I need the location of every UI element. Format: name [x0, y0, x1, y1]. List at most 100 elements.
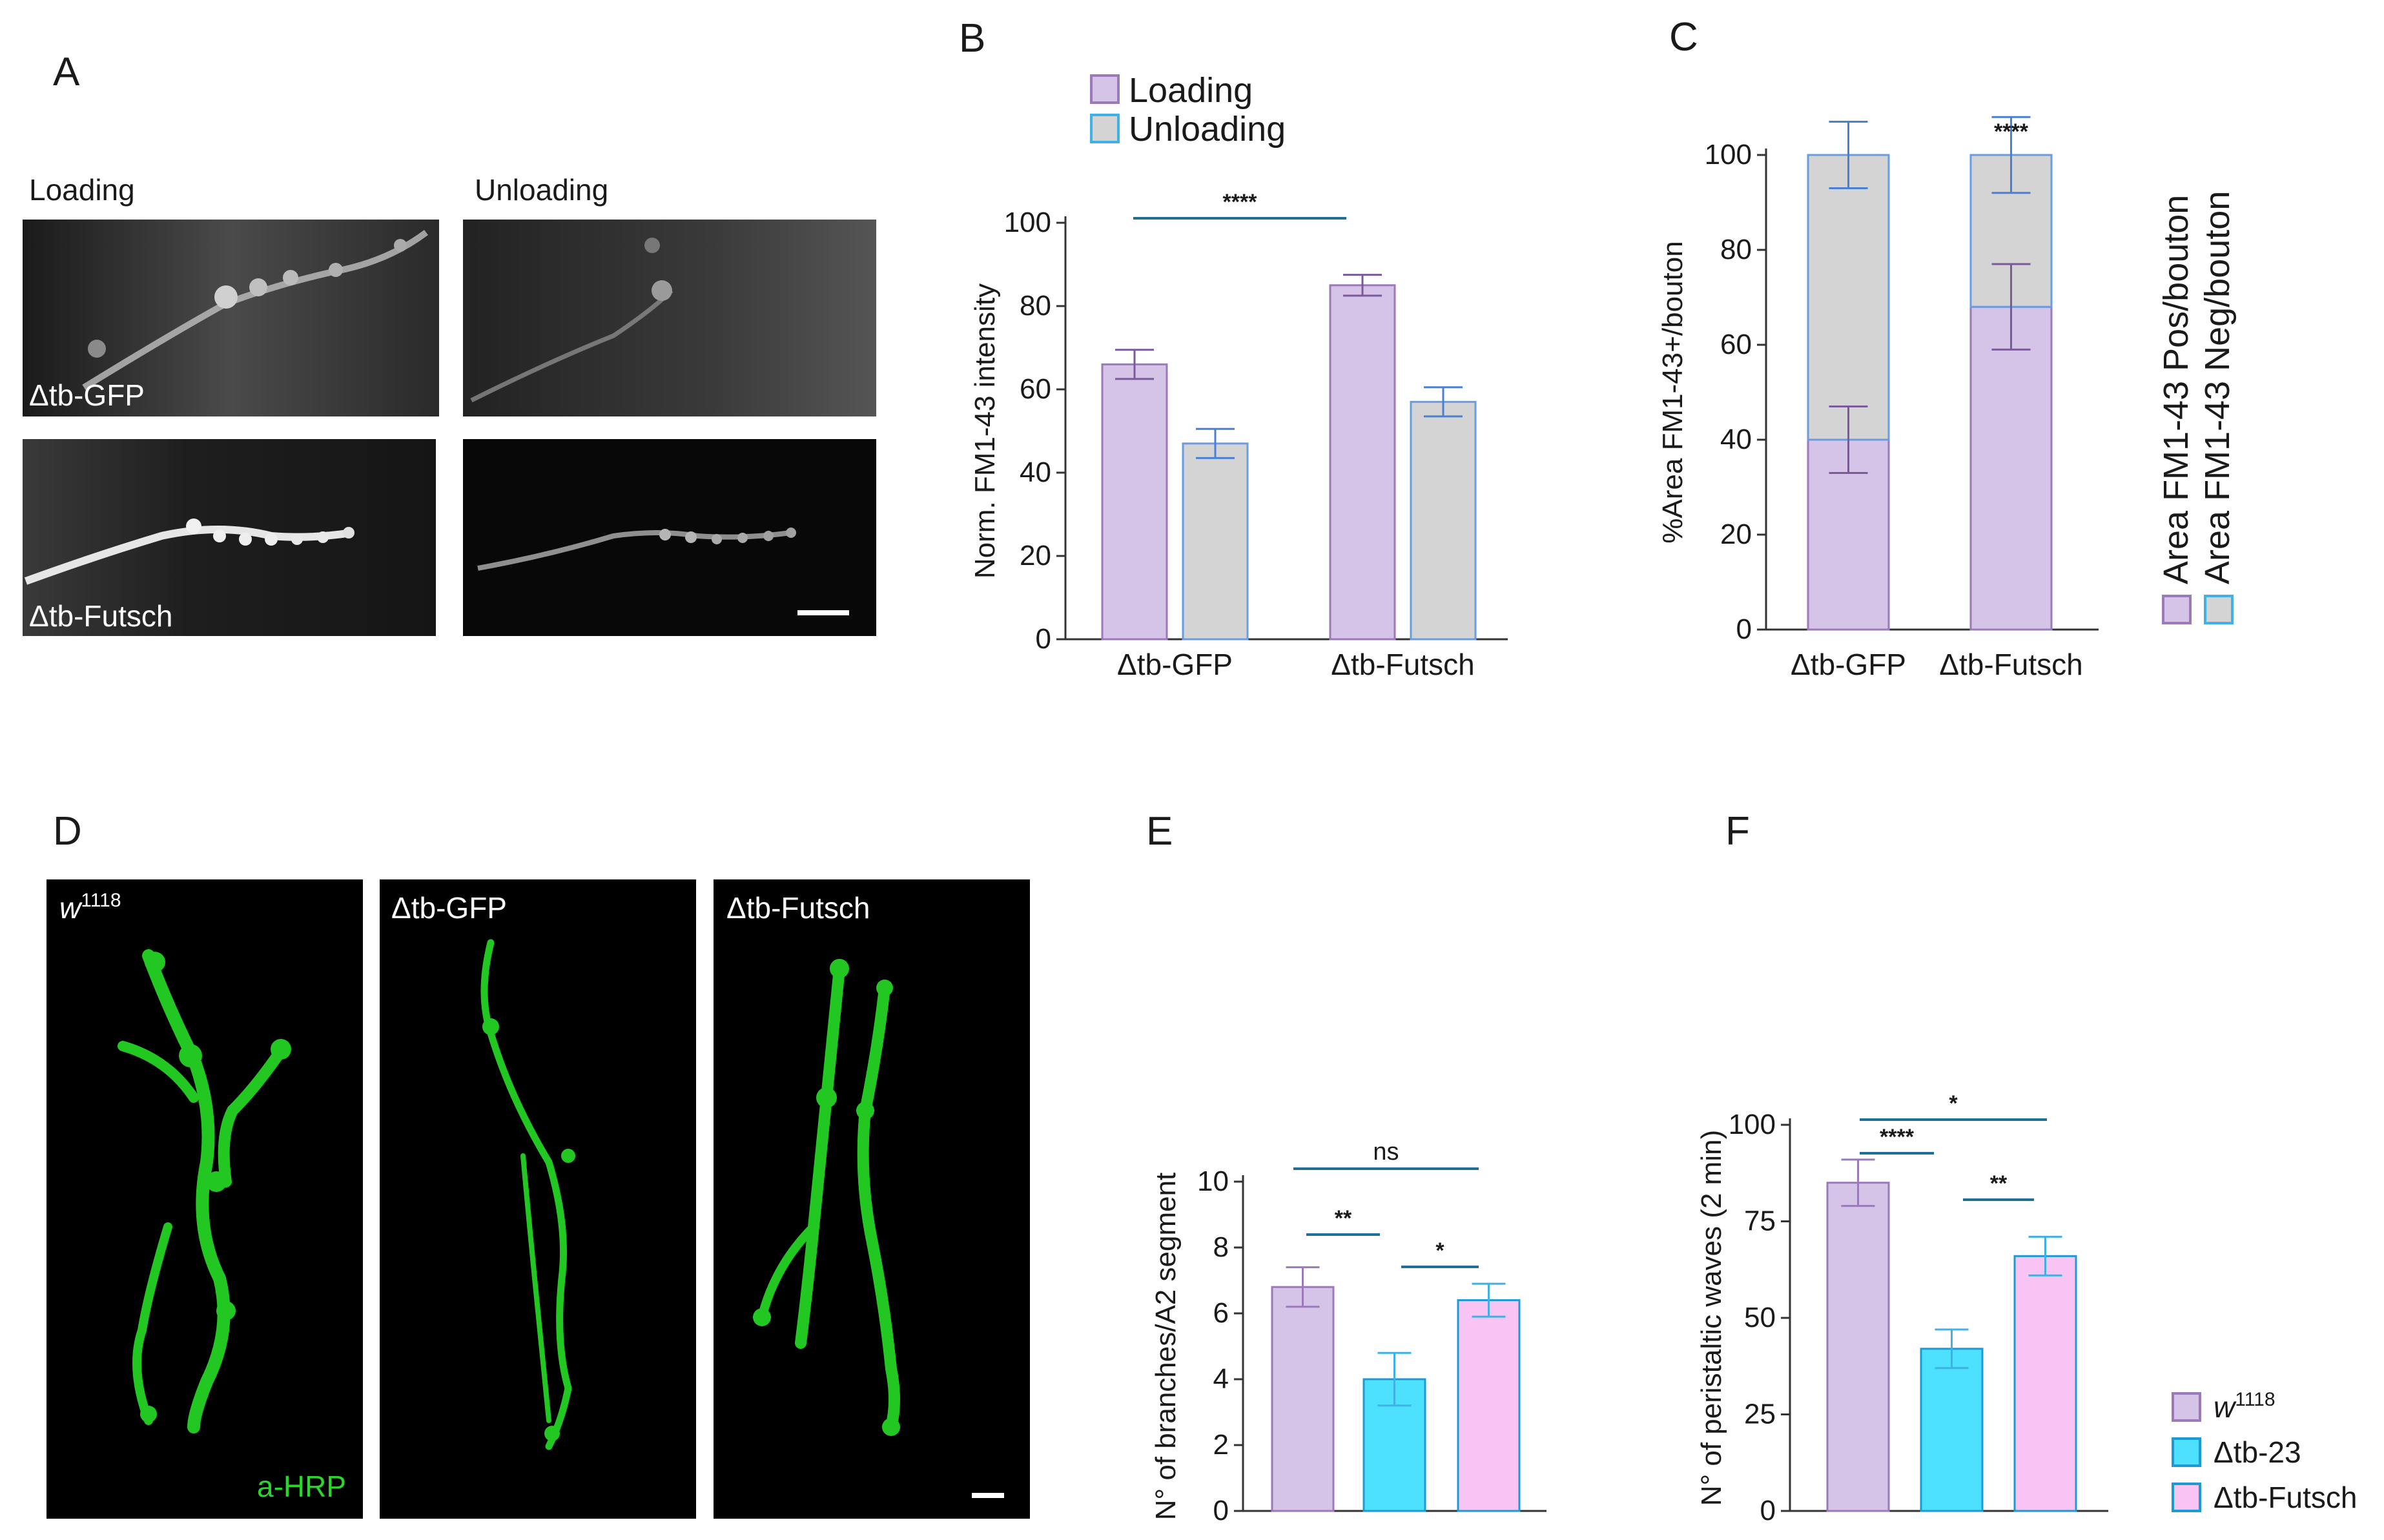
- bar: [1920, 1348, 1984, 1512]
- y-tick-label: 0: [1213, 1495, 1229, 1526]
- y-tick-label: 50: [1744, 1302, 1776, 1333]
- panel-letter-d: D: [53, 809, 82, 854]
- y-tick-label: 10: [1197, 1165, 1229, 1197]
- legend-label-neg: Area FM1-43 Neg/bouton: [2198, 191, 2237, 584]
- y-tick-label: 25: [1744, 1399, 1776, 1430]
- legend-label-unloading: Unloading: [1129, 110, 1286, 149]
- legend-swatch-dtb23: [2172, 1437, 2201, 1467]
- y-tick-label: 6: [1213, 1297, 1229, 1329]
- significance-label: **: [1990, 1171, 2008, 1196]
- micrograph-label-dtb-futsch: Δtb-Futsch: [29, 599, 172, 633]
- legend-swatch-w1118: [2172, 1392, 2201, 1422]
- y-tick-label: 0: [1036, 623, 1051, 655]
- bar: [1826, 1182, 1890, 1512]
- scale-bar: [797, 610, 849, 615]
- confocal-image-dtb-futsch: Δtb-Futsch: [714, 879, 1030, 1519]
- y-tick-label: 75: [1744, 1206, 1776, 1237]
- y-tick-label: 100: [1705, 139, 1752, 170]
- legend-label-dtbfutsch: Δtb-Futsch: [2214, 1481, 2357, 1514]
- legend-swatch-neg: [2204, 595, 2234, 624]
- legend-sup: 1118: [2235, 1389, 2275, 1410]
- panel-letter-e: E: [1146, 809, 1173, 854]
- y-tick-label: 20: [1720, 518, 1752, 550]
- y-tick-label: 40: [1720, 424, 1752, 455]
- bar-segment-pos: [1969, 305, 2053, 631]
- panel-letter-f: F: [1725, 809, 1750, 854]
- chart-c: C Area FM1-43 Pos/bouton Area FM1-43 Neg…: [1657, 15, 2237, 681]
- micrograph-label-dtb-gfp: Δtb-GFP: [29, 378, 145, 412]
- significance-label: *: [1435, 1238, 1444, 1263]
- y-axis-title: N° of branches/A2 segment: [1150, 1173, 1182, 1521]
- category-label: Δtb-GFP: [1117, 648, 1233, 681]
- y-tick-label: 8: [1213, 1231, 1229, 1263]
- label-base: w: [59, 891, 83, 925]
- image-label-w1118: w1118: [59, 890, 121, 925]
- legend-b: Loading Unloading: [1090, 71, 1286, 149]
- stain-label: a-HRP: [257, 1470, 346, 1503]
- significance-label: ****: [1880, 1125, 1915, 1149]
- y-tick-label: 80: [1720, 234, 1752, 265]
- category-label: Δtb-Futsch: [1939, 648, 2082, 681]
- category-label: Δtb-GFP: [1791, 648, 1906, 681]
- y-tick-label: 2: [1213, 1429, 1229, 1461]
- confocal-image-dtb-gfp: Δtb-GFP: [380, 879, 696, 1519]
- significance-label: **: [1335, 1206, 1352, 1231]
- column-label-unloading: Unloading: [475, 173, 608, 207]
- panel-d: D w1118 a-HRP Δtb-GFP: [46, 809, 1030, 1519]
- significance-label: ****: [1994, 119, 2029, 144]
- image-label-dtb-futsch: Δtb-Futsch: [726, 891, 870, 925]
- y-tick-label: 60: [1020, 373, 1051, 405]
- legend-c: Area FM1-43 Pos/bouton Area FM1-43 Neg/b…: [2157, 191, 2237, 624]
- panel-letter-a: A: [53, 50, 80, 94]
- legend-swatch-dtbfutsch: [2172, 1483, 2201, 1512]
- chart-b: B Loading Unloading 0 20 40 60 80 100 Norm. FM…: [959, 16, 1508, 681]
- y-tick-label: 20: [1020, 540, 1051, 571]
- y-tick-label: 0: [1760, 1495, 1776, 1526]
- legend-label-w1118: w1118: [2214, 1389, 2276, 1424]
- scale-bar-d: [972, 1493, 1004, 1498]
- micrograph-loading-dtb-gfp: Δtb-GFP: [23, 220, 439, 416]
- legend-label-dtb23: Δtb-23: [2214, 1435, 2301, 1469]
- legend-label-pos: Area FM1-43 Pos/bouton: [2157, 195, 2195, 584]
- image-label-dtb-gfp: Δtb-GFP: [391, 891, 507, 925]
- legend-base: w: [2214, 1390, 2237, 1424]
- confocal-image-w1118: w1118 a-HRP: [46, 879, 363, 1519]
- bar-unloading: [1410, 400, 1477, 641]
- micrograph-unloading-dtb-gfp: [463, 220, 876, 416]
- legend-f: w1118 Δtb-23 Δtb-Futsch: [2172, 1389, 2357, 1514]
- panel-letter-b: B: [959, 16, 985, 61]
- y-tick-label: 0: [1736, 613, 1752, 645]
- y-tick-label: 100: [1004, 207, 1051, 238]
- bar-segment-neg: [1807, 154, 1890, 441]
- significance-label: ****: [1223, 190, 1258, 214]
- bar-unloading: [1182, 442, 1249, 641]
- legend-label-loading: Loading: [1129, 71, 1253, 110]
- significance-label: *: [1949, 1091, 1958, 1116]
- panel-letter-c: C: [1669, 15, 1698, 59]
- bar-loading: [1101, 363, 1168, 641]
- bar: [1457, 1299, 1521, 1512]
- legend-swatch-loading: [1090, 74, 1120, 104]
- bar: [2013, 1255, 2077, 1512]
- y-tick-label: 60: [1720, 329, 1752, 360]
- label-sup: 1118: [81, 890, 121, 911]
- bar-loading: [1329, 284, 1396, 641]
- micrograph-loading-dtb-futsch: Δtb-Futsch: [23, 439, 436, 636]
- y-tick-label: 40: [1020, 457, 1051, 488]
- micrograph-unloading-dtb-futsch: [463, 439, 876, 636]
- y-axis-title: N° of peristaltic waves (2 min): [1696, 1130, 1727, 1506]
- column-label-loading: Loading: [29, 173, 135, 207]
- legend-swatch-unloading: [1090, 114, 1120, 143]
- legend-swatch-pos: [2162, 595, 2192, 624]
- category-label: Δtb-Futsch: [1331, 648, 1474, 681]
- y-tick-label: 100: [1729, 1109, 1776, 1140]
- significance-label: ns: [1373, 1138, 1399, 1165]
- panel-a: A Loading Unloading Δtb-GFP Δtb-Futsch: [23, 50, 876, 636]
- y-axis-title: %Area FM1-43+/bouton: [1657, 241, 1689, 543]
- bar: [1271, 1286, 1335, 1512]
- y-tick-label: 4: [1213, 1363, 1229, 1395]
- y-axis-title: Norm. FM1-43 intensity: [969, 283, 1001, 579]
